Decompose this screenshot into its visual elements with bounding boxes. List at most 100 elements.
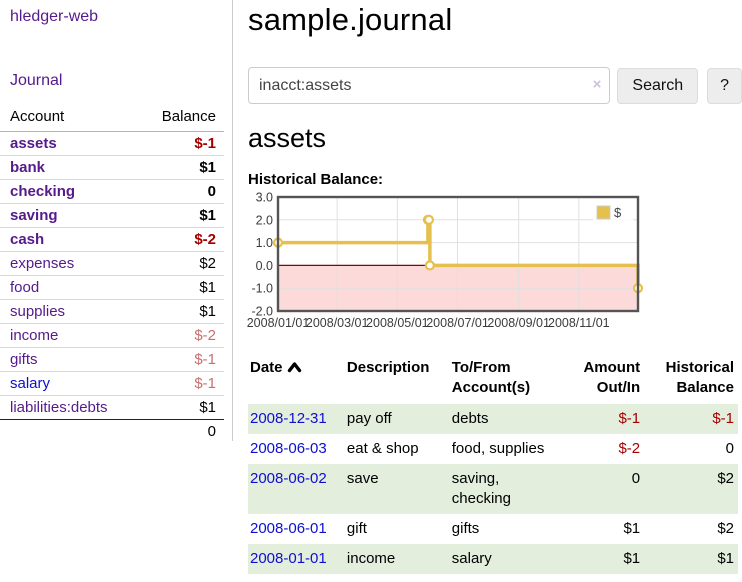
search-button[interactable]: Search bbox=[617, 67, 699, 104]
register-row: 2008-01-01 income salary $1 $1 bbox=[248, 544, 738, 574]
account-balance: $-1 bbox=[134, 347, 224, 372]
account-balance: $-2 bbox=[134, 227, 224, 252]
transaction-date-link[interactable]: 2008-06-03 bbox=[250, 440, 327, 457]
transaction-description: eat & shop bbox=[346, 440, 419, 457]
account-link-income[interactable]: income bbox=[10, 327, 59, 344]
balance-chart: $3.0 2.0 1.0 0.0 -1.0 -2.0 2008/01/01 2008/03/0… bbox=[247, 191, 742, 335]
accounts-total-row: 0 bbox=[0, 419, 224, 443]
account-row: checking 0 bbox=[0, 179, 224, 204]
account-link-bank[interactable]: bank bbox=[10, 159, 46, 176]
register-row: 2008-06-03 eat & shop food, supplies $-2… bbox=[248, 434, 738, 464]
register-table: Date Description To/From Account(s) Amou… bbox=[248, 356, 738, 574]
register-row: 2008-06-02 save saving, checking 0 $2 bbox=[248, 464, 738, 514]
account-row: food $1 bbox=[0, 275, 224, 300]
accounts-header-balance: Balance bbox=[134, 104, 224, 132]
account-link-cash[interactable]: cash bbox=[10, 231, 45, 248]
register-header-balance: Historical Balance bbox=[665, 359, 734, 396]
accounts-header-account: Account bbox=[0, 104, 135, 132]
account-balance: $1 bbox=[134, 275, 224, 300]
clear-search-icon[interactable]: × bbox=[592, 76, 602, 93]
account-heading: assets bbox=[248, 123, 327, 153]
account-row: cash $-2 bbox=[0, 227, 224, 252]
svg-text:-1.0: -1.0 bbox=[251, 282, 273, 296]
register-row: 2008-06-01 gift gifts $1 $2 bbox=[248, 514, 738, 544]
chevron-up-icon bbox=[287, 359, 302, 379]
help-button[interactable]: ? bbox=[707, 67, 742, 104]
main-panel: sample.journal × Search ? assets Histori… bbox=[233, 0, 742, 574]
register-header-description: Description bbox=[346, 359, 430, 376]
svg-text:2008/03/01: 2008/03/01 bbox=[306, 316, 369, 330]
account-balance: $-2 bbox=[134, 323, 224, 348]
svg-text:2008/07/01: 2008/07/01 bbox=[426, 316, 489, 330]
balance-chart-svg: $3.0 2.0 1.0 0.0 -1.0 -2.02008/01/012008/03/0… bbox=[247, 191, 644, 330]
app-title[interactable]: hledger-web bbox=[10, 8, 99, 25]
account-row: salary $-1 bbox=[0, 371, 224, 396]
svg-text:$: $ bbox=[614, 205, 622, 220]
transaction-accounts: gifts bbox=[451, 520, 480, 537]
sidebar-item-journal[interactable]: Journal bbox=[10, 72, 63, 89]
svg-text:3.0: 3.0 bbox=[256, 191, 273, 205]
search-box: × bbox=[248, 67, 611, 104]
account-row: gifts $-1 bbox=[0, 347, 224, 372]
account-balance: $1 bbox=[134, 203, 224, 228]
account-balance: 0 bbox=[134, 179, 224, 204]
transaction-date-link[interactable]: 2008-01-01 bbox=[250, 550, 327, 567]
transaction-accounts: salary bbox=[451, 550, 492, 567]
transaction-accounts: debts bbox=[451, 410, 489, 427]
transaction-balance: $2 bbox=[717, 470, 734, 487]
account-link-gifts[interactable]: gifts bbox=[10, 351, 38, 368]
svg-text:2008/11/01: 2008/11/01 bbox=[548, 316, 610, 330]
account-balance: $2 bbox=[134, 251, 224, 276]
svg-text:2008/01/01: 2008/01/01 bbox=[247, 316, 310, 330]
transaction-amount: 0 bbox=[631, 470, 641, 487]
account-row: income $-2 bbox=[0, 323, 224, 348]
register-row: 2008-12-31 pay off debts $-1 $-1 bbox=[248, 404, 738, 434]
transaction-amount: $-2 bbox=[618, 440, 641, 457]
transaction-amount: $1 bbox=[623, 520, 641, 537]
transaction-description: income bbox=[346, 550, 396, 567]
transaction-description: pay off bbox=[346, 410, 392, 427]
transaction-accounts: saving, checking bbox=[451, 470, 511, 507]
svg-text:2.0: 2.0 bbox=[256, 213, 273, 227]
register-header-amount: Amount Out/In bbox=[583, 359, 641, 396]
transaction-date-link[interactable]: 2008-12-31 bbox=[250, 410, 327, 427]
account-balance: $1 bbox=[134, 299, 224, 324]
account-balance: $1 bbox=[134, 395, 224, 420]
transaction-accounts: food, supplies bbox=[451, 440, 545, 457]
account-link-salary[interactable]: salary bbox=[10, 375, 51, 392]
account-link-food[interactable]: food bbox=[10, 279, 40, 296]
transaction-balance: $1 bbox=[717, 550, 734, 567]
account-link-checking[interactable]: checking bbox=[10, 183, 76, 200]
search-input[interactable] bbox=[248, 67, 611, 104]
transaction-balance: 0 bbox=[725, 440, 734, 457]
accounts-header-row: Account Balance bbox=[0, 104, 224, 132]
svg-text:0.0: 0.0 bbox=[256, 259, 273, 273]
account-row: expenses $2 bbox=[0, 251, 224, 276]
svg-text:1.0: 1.0 bbox=[256, 236, 273, 250]
transaction-date-link[interactable]: 2008-06-01 bbox=[250, 520, 327, 537]
transaction-description: gift bbox=[346, 520, 367, 537]
page-title: sample.journal bbox=[248, 2, 453, 37]
svg-text:2008/05/01: 2008/05/01 bbox=[366, 316, 429, 330]
account-link-saving[interactable]: saving bbox=[10, 207, 58, 224]
account-link-assets[interactable]: assets bbox=[10, 135, 57, 152]
account-balance: $-1 bbox=[194, 135, 216, 152]
transaction-date-link[interactable]: 2008-06-02 bbox=[250, 470, 327, 487]
register-header-row: Date Description To/From Account(s) Amou… bbox=[248, 356, 738, 404]
transaction-amount: $-1 bbox=[618, 410, 641, 427]
account-balance: $-1 bbox=[134, 371, 224, 396]
account-balance: $1 bbox=[134, 155, 224, 180]
account-link-liabilities-debts[interactable]: liabilities:debts bbox=[10, 399, 108, 416]
accounts-table: Account Balance assets $-1 bank $1 check… bbox=[0, 104, 224, 443]
account-row: assets $-1 bbox=[0, 132, 224, 156]
sidebar: hledger-web Journal Account Balance asse… bbox=[0, 0, 233, 443]
svg-text:2008/09/01: 2008/09/01 bbox=[487, 316, 550, 330]
register-header-accounts: To/From Account(s) bbox=[451, 359, 531, 396]
transaction-balance: $-1 bbox=[712, 410, 734, 427]
register-header-date[interactable]: Date bbox=[248, 356, 345, 404]
transaction-description: save bbox=[346, 470, 379, 487]
search-row: × Search ? bbox=[248, 67, 742, 104]
account-link-expenses[interactable]: expenses bbox=[10, 255, 75, 272]
account-link-supplies[interactable]: supplies bbox=[10, 303, 66, 320]
account-row: liabilities:debts $1 bbox=[0, 395, 224, 420]
